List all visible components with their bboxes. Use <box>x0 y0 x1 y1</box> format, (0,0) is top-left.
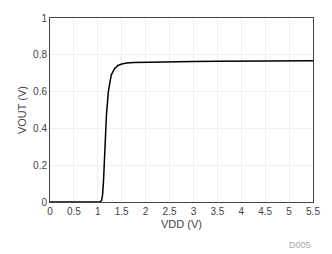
svg-text:1: 1 <box>95 206 101 217</box>
svg-text:0: 0 <box>41 197 47 208</box>
svg-text:5.5: 5.5 <box>306 206 320 217</box>
svg-text:5: 5 <box>286 206 292 217</box>
svg-text:0.5: 0.5 <box>67 206 81 217</box>
svg-text:VDD (V): VDD (V) <box>161 218 202 230</box>
svg-text:1: 1 <box>41 13 47 24</box>
svg-text:0: 0 <box>47 206 53 217</box>
svg-text:1.5: 1.5 <box>115 206 129 217</box>
svg-text:4: 4 <box>238 206 244 217</box>
svg-text:4.5: 4.5 <box>258 206 272 217</box>
svg-text:VOUT (V): VOUT (V) <box>16 86 28 134</box>
svg-text:3.5: 3.5 <box>210 206 224 217</box>
svg-text:0.4: 0.4 <box>33 123 47 134</box>
svg-text:2.5: 2.5 <box>163 206 177 217</box>
svg-text:0.8: 0.8 <box>33 49 47 60</box>
svg-text:0.6: 0.6 <box>33 86 47 97</box>
svg-text:D005: D005 <box>289 240 311 250</box>
svg-text:3: 3 <box>191 206 197 217</box>
svg-text:0.2: 0.2 <box>33 160 47 171</box>
svg-text:2: 2 <box>143 206 149 217</box>
